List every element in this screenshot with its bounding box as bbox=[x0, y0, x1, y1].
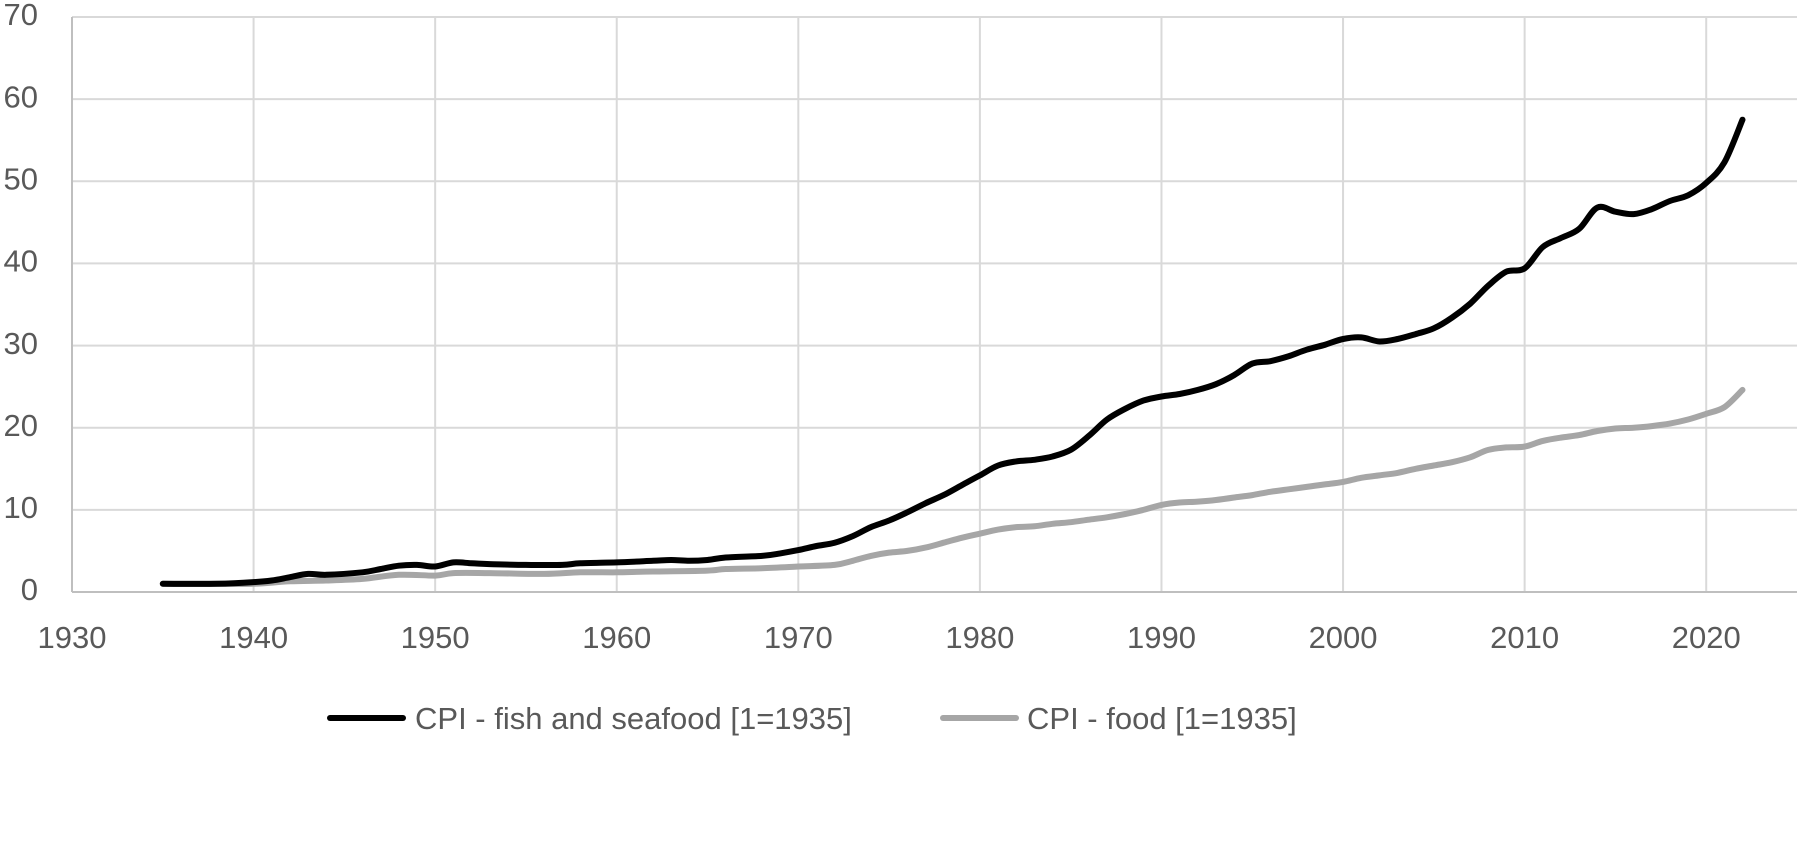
legend-item-food: CPI - food [1=1935] bbox=[940, 701, 1297, 736]
axes bbox=[71, 17, 1797, 593]
x-tick-label: 1990 bbox=[1127, 620, 1196, 655]
series-lines bbox=[159, 116, 1746, 587]
legend-item-fish-and-seafood: CPI - fish and seafood [1=1935] bbox=[327, 701, 852, 736]
x-tick-label: 2020 bbox=[1672, 620, 1741, 655]
y-tick-label: 20 bbox=[4, 408, 38, 443]
grid-lines bbox=[72, 16, 1797, 592]
series-line-food bbox=[159, 386, 1746, 587]
x-tick-label: 1940 bbox=[219, 620, 288, 655]
y-tick-label: 60 bbox=[4, 79, 38, 114]
y-axis-tick-labels: 0 10 20 30 40 50 60 70 bbox=[4, 0, 38, 607]
y-tick-label: 50 bbox=[4, 161, 38, 196]
y-tick-label: 0 bbox=[21, 572, 38, 607]
legend: CPI - fish and seafood [1=1935] CPI - foo… bbox=[327, 701, 1297, 736]
y-tick-label: 10 bbox=[4, 490, 38, 525]
legend-label: CPI - fish and seafood [1=1935] bbox=[415, 701, 852, 736]
x-tick-label: 1930 bbox=[38, 620, 107, 655]
x-tick-label: 1970 bbox=[764, 620, 833, 655]
x-axis-tick-labels: 1930 1940 1950 1960 1970 1980 1990 2000 2010 2020 bbox=[38, 620, 1741, 655]
y-tick-label: 40 bbox=[4, 244, 38, 279]
x-tick-label: 1950 bbox=[401, 620, 470, 655]
x-tick-label: 1960 bbox=[582, 620, 651, 655]
x-tick-label: 2010 bbox=[1490, 620, 1559, 655]
y-tick-label: 30 bbox=[4, 326, 38, 361]
x-tick-label: 1980 bbox=[945, 620, 1014, 655]
legend-label: CPI - food [1=1935] bbox=[1027, 701, 1297, 736]
series-line-fish-and-seafood bbox=[159, 116, 1746, 587]
y-tick-label: 70 bbox=[4, 0, 38, 32]
x-tick-label: 2000 bbox=[1309, 620, 1378, 655]
